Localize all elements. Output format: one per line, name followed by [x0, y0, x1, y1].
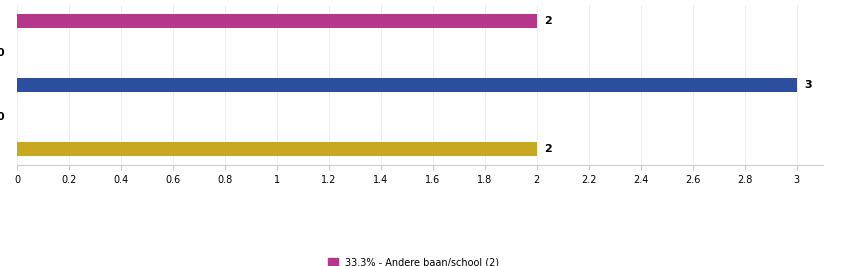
- Text: 0: 0: [0, 48, 4, 58]
- Bar: [17, 142, 537, 156]
- Text: 2: 2: [544, 16, 552, 26]
- Text: 2: 2: [544, 144, 552, 154]
- Text: 0: 0: [0, 112, 4, 122]
- Legend: 33.3% - Andere baan/school (2), 0% - Verhuizing (0), 50% - Ik heb nu een auto (3: 33.3% - Andere baan/school (2), 0% - Ver…: [328, 257, 600, 266]
- Text: 3: 3: [805, 80, 812, 90]
- Bar: [17, 14, 537, 28]
- Bar: [17, 78, 796, 92]
